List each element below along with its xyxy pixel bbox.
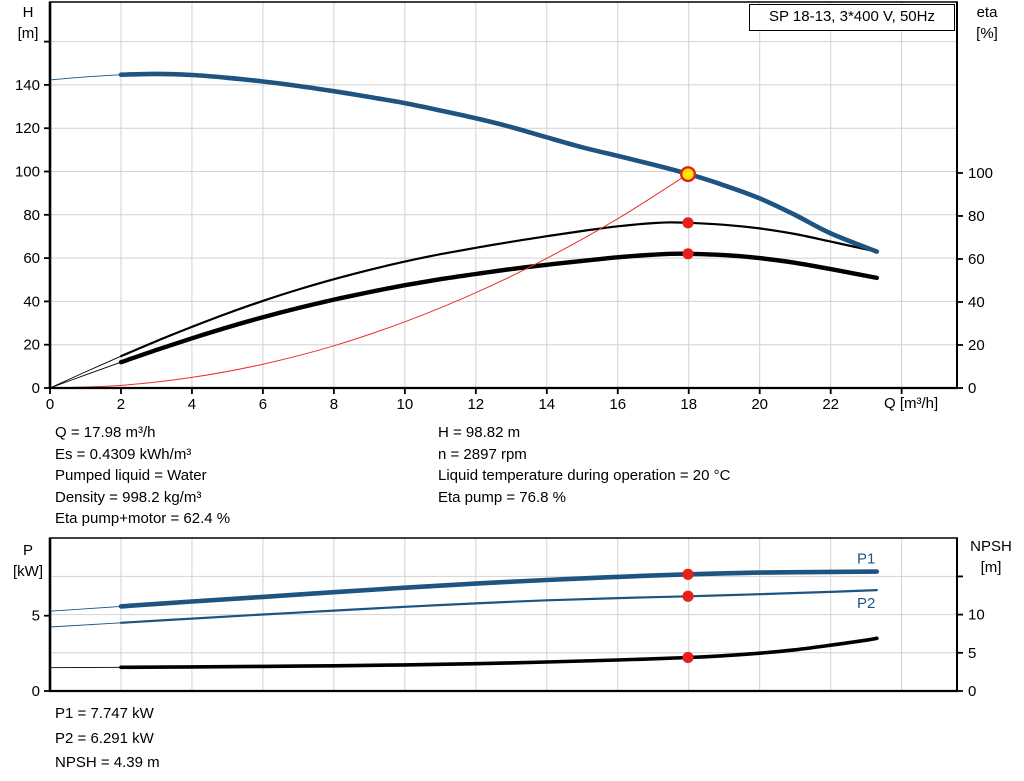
p1-point-marker bbox=[682, 568, 694, 580]
x-tick-label: 20 bbox=[751, 396, 768, 413]
series-label-p2: P2 bbox=[857, 595, 875, 612]
p1-curve-thin-segment bbox=[49, 605, 122, 612]
x-tick-label: 8 bbox=[330, 396, 338, 413]
eta-axis-label: eta [%] bbox=[964, 2, 1010, 44]
x-tick-label: 16 bbox=[609, 396, 626, 413]
eta-axis-label-symbol: eta bbox=[976, 4, 998, 21]
y-left-tick-label: 40 bbox=[23, 293, 40, 310]
y-left-tick-label: 0 bbox=[32, 683, 40, 700]
y-right-tick-label: 5 bbox=[968, 645, 976, 662]
series-label-p1: P1 bbox=[857, 550, 875, 567]
eta-pump-point-marker bbox=[682, 217, 694, 229]
eta-pump-motor-point-marker bbox=[682, 248, 694, 260]
info-h: H = 98.82 m bbox=[438, 424, 521, 441]
duty-info-right: H = 98.82 m n = 2897 rpm Liquid temperat… bbox=[438, 422, 730, 508]
y-right-tick-label: 80 bbox=[968, 208, 985, 225]
y-left-tick-label: 0 bbox=[32, 380, 40, 397]
x-tick-label: 2 bbox=[117, 396, 125, 413]
p-axis-label-unit: [kW] bbox=[13, 563, 43, 580]
results-block: P1 = 7.747 kW P2 = 6.291 kW NPSH = 4.39 … bbox=[55, 702, 160, 776]
eta-pump-curve bbox=[119, 221, 878, 358]
eta-pump-motor-curve-thin-segment bbox=[49, 361, 122, 389]
npsh-axis-label-symbol: NPSH bbox=[970, 538, 1012, 555]
power-chart: 0 5 0 5 10 P1 P2 bbox=[32, 537, 985, 700]
duty-point-marker bbox=[680, 166, 697, 183]
x-tick-label: 14 bbox=[538, 396, 555, 413]
x-tick-label: 6 bbox=[259, 396, 267, 413]
result-npsh: NPSH = 4.39 m bbox=[55, 754, 160, 771]
y-left-tick-label: 100 bbox=[15, 164, 40, 181]
info-es: Es = 0.4309 kWh/m³ bbox=[55, 445, 192, 463]
chart-title-box: SP 18-13, 3*400 V, 50Hz bbox=[749, 4, 955, 31]
x-tick-label: 10 bbox=[397, 396, 414, 413]
p2-point-marker bbox=[682, 590, 694, 602]
duty-info-left: Q = 17.98 m³/h Es = 0.4309 kWh/m³ Pumped… bbox=[55, 422, 230, 530]
y-left-tick-label: 60 bbox=[23, 250, 40, 267]
info-q: Q = 17.98 m³/h bbox=[55, 424, 156, 441]
p1-curve bbox=[118, 569, 880, 609]
pump-head-curve bbox=[118, 71, 880, 254]
p-axis-label: P [kW] bbox=[6, 540, 50, 582]
pump-head-curve-thin-segment bbox=[49, 74, 122, 81]
npsh-curve bbox=[119, 636, 879, 670]
info-pumped-liquid: Pumped liquid = Water bbox=[55, 467, 207, 484]
p2-curve bbox=[119, 589, 878, 624]
p2-curve-thin-segment bbox=[49, 622, 122, 628]
x-tick-label: 12 bbox=[467, 396, 484, 413]
p-axis-label-symbol: P bbox=[22, 542, 33, 559]
x-tick-label: 18 bbox=[680, 396, 697, 413]
y-right-tick-label: 100 bbox=[968, 165, 993, 182]
y-right-tick-label: 40 bbox=[968, 294, 985, 311]
y-right-tick-label: 60 bbox=[968, 251, 985, 268]
y-right-tick-label: 0 bbox=[968, 683, 976, 700]
info-eta-pump-motor: Eta pump+motor = 62.4 % bbox=[55, 510, 231, 527]
h-axis-label: H [m] bbox=[6, 2, 50, 44]
info-liquid-temperature: Liquid temperature during operation = 20… bbox=[438, 467, 731, 484]
eta-axis-label-unit: [%] bbox=[976, 25, 998, 42]
y-left-tick-label: 5 bbox=[32, 608, 40, 625]
y-right-tick-label: 0 bbox=[968, 380, 976, 397]
x-tick-label: 4 bbox=[188, 396, 196, 413]
h-axis-label-unit: [m] bbox=[17, 25, 39, 42]
q-axis-label: Q [m³/h] bbox=[884, 395, 939, 412]
system-curve bbox=[49, 173, 689, 389]
npsh-axis-label-unit: [m] bbox=[980, 559, 1002, 576]
head-chart: 0 20 40 60 80 100 120 140 0 20 40 60 80 100 0 2 4 6 8 10 12 1… bbox=[15, 1, 993, 413]
info-density: Density = 998.2 kg/m³ bbox=[55, 488, 202, 506]
y-left-tick-label: 20 bbox=[23, 337, 40, 354]
eta-pump-curve-thin-segment bbox=[49, 355, 122, 389]
result-p2: P2 = 6.291 kW bbox=[55, 729, 154, 747]
npsh-axis-label: NPSH [m] bbox=[962, 536, 1020, 578]
y-right-tick-label: 20 bbox=[968, 337, 985, 354]
chart-title: SP 18-13, 3*400 V, 50Hz bbox=[769, 8, 935, 25]
result-p1: P1 = 7.747 kW bbox=[55, 705, 154, 722]
info-speed: n = 2897 rpm bbox=[438, 445, 527, 463]
y-left-tick-label: 140 bbox=[15, 77, 40, 94]
eta-pump-motor-curve bbox=[118, 251, 879, 365]
x-tick-label: 22 bbox=[822, 396, 839, 413]
x-tick-label: 0 bbox=[46, 396, 54, 413]
h-axis-label-symbol: H bbox=[22, 4, 34, 21]
y-right-tick-label: 10 bbox=[968, 607, 985, 624]
npsh-point-marker bbox=[682, 651, 694, 664]
y-left-tick-label: 120 bbox=[15, 120, 40, 137]
info-eta-pump: Eta pump = 76.8 % bbox=[438, 488, 566, 506]
y-left-tick-label: 80 bbox=[23, 207, 40, 224]
